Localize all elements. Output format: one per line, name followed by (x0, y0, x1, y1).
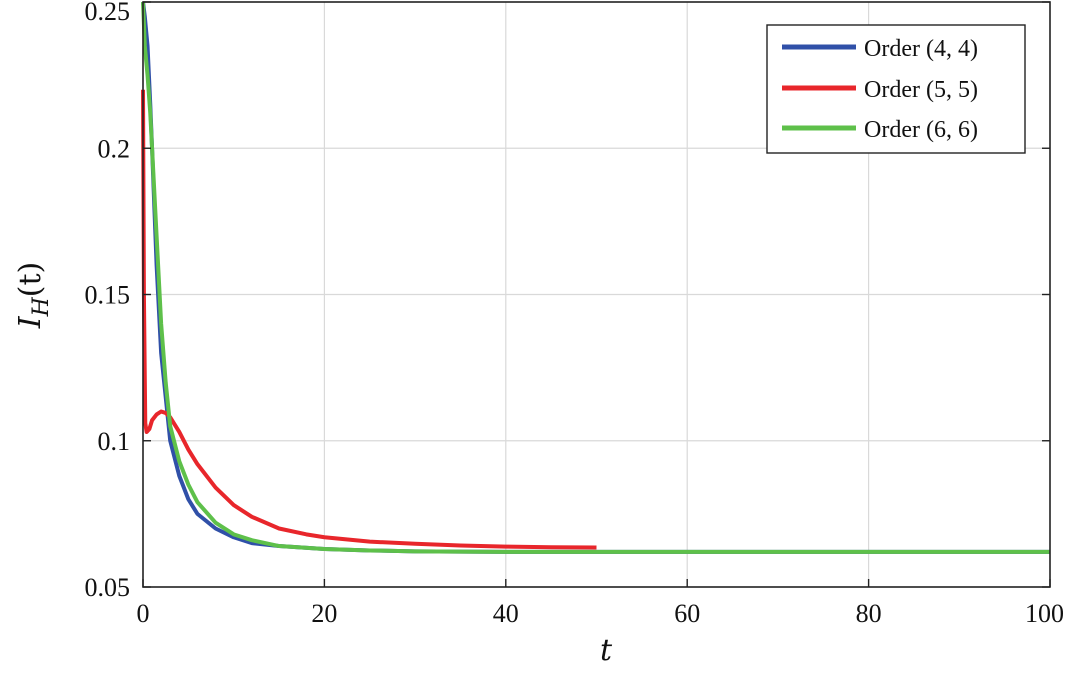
legend: Order (4, 4) Order (5, 5) Order (6, 6) (766, 24, 1026, 154)
series-lines (141, 1, 1050, 554)
legend-label-1: Order (4, 4) (864, 36, 978, 62)
y-axis-label: IH(t) (13, 262, 54, 330)
y-tick-label: 0.2 (98, 134, 131, 163)
x-tick-label: 40 (493, 599, 519, 628)
legend-label-3: Order (6, 6) (864, 117, 978, 143)
y-tick-label: 0.1 (98, 427, 131, 456)
y-tick-label: 0.05 (85, 573, 131, 602)
x-axis-label: t (600, 633, 613, 668)
y-tick-label: 0.15 (85, 281, 131, 310)
tick-labels: 0 20 40 60 80 100 0.05 0.1 0.15 0.2 0.25 (85, 0, 1065, 628)
legend-label-2: Order (5, 5) (864, 77, 978, 103)
y-axis-label-sub: H (29, 296, 54, 317)
x-tick-label: 60 (674, 599, 700, 628)
x-tick-label: 20 (311, 599, 337, 628)
series-line-3 (141, 1, 1050, 554)
x-tick-label: 0 (137, 599, 150, 628)
y-tick-label: 0.25 (85, 0, 131, 26)
y-axis-label-main: I (13, 315, 48, 329)
x-tick-label: 100 (1025, 599, 1064, 628)
y-axis-label-arg: (t) (13, 262, 48, 297)
series-line-2 (141, 89, 597, 550)
x-tick-label: 80 (856, 599, 882, 628)
